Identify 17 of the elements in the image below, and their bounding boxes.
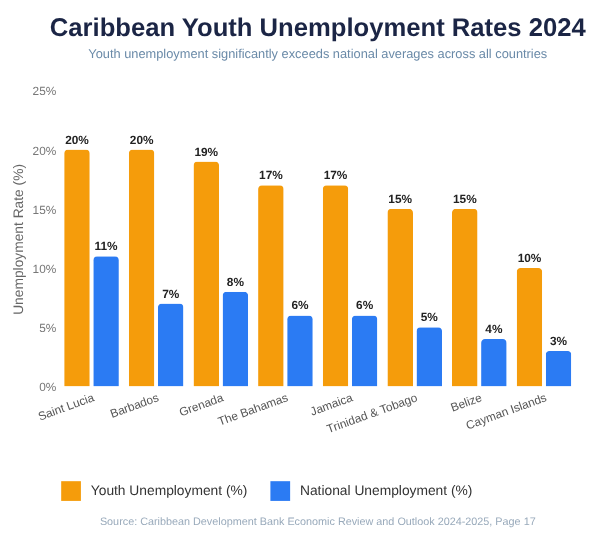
bar [64,149,90,387]
bar [128,149,155,387]
bar [322,185,349,387]
bar [451,208,478,387]
bar [222,291,249,387]
bar [351,315,378,387]
bar [481,339,507,387]
bar [416,327,443,387]
bar [93,256,119,387]
bar [545,350,572,387]
bar [516,268,543,387]
bar [157,303,184,387]
bar [193,161,220,387]
bar [387,208,414,387]
bar [258,185,284,387]
bar [287,315,313,387]
chart-title: Caribbean Youth Unemployment Rates 2024 [49,12,588,43]
